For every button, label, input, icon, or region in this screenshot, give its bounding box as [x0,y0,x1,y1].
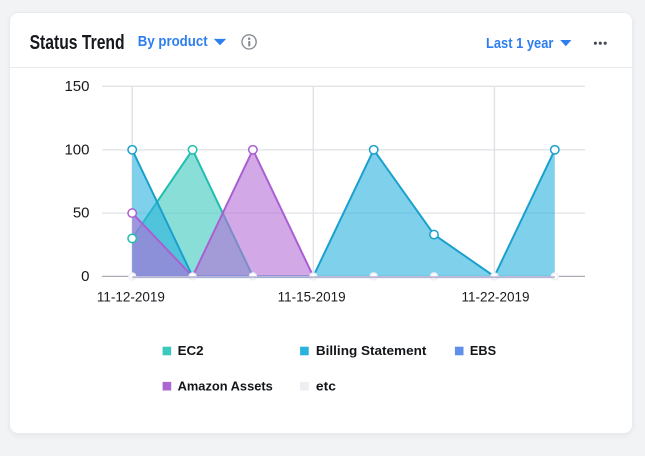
svg-text:150: 150 [64,78,89,95]
svg-text:50: 50 [73,205,90,222]
svg-text:11-15-2019: 11-15-2019 [278,289,346,304]
svg-text:Status Trend: Status Trend [30,32,125,54]
svg-text:EC2: EC2 [178,343,204,358]
svg-text:Billing Statement: Billing Statement [316,343,427,358]
svg-text:0: 0 [81,268,89,285]
svg-text:Amazon Assets: Amazon Assets [178,378,273,393]
svg-text:By product: By product [138,33,208,50]
svg-text:Last 1 year: Last 1 year [486,35,554,52]
svg-text:11-12-2019: 11-12-2019 [97,289,165,304]
svg-text:11-22-2019: 11-22-2019 [461,289,529,304]
svg-text:etc: etc [316,378,336,393]
svg-text:100: 100 [64,141,89,158]
svg-text:EBS: EBS [470,343,497,358]
